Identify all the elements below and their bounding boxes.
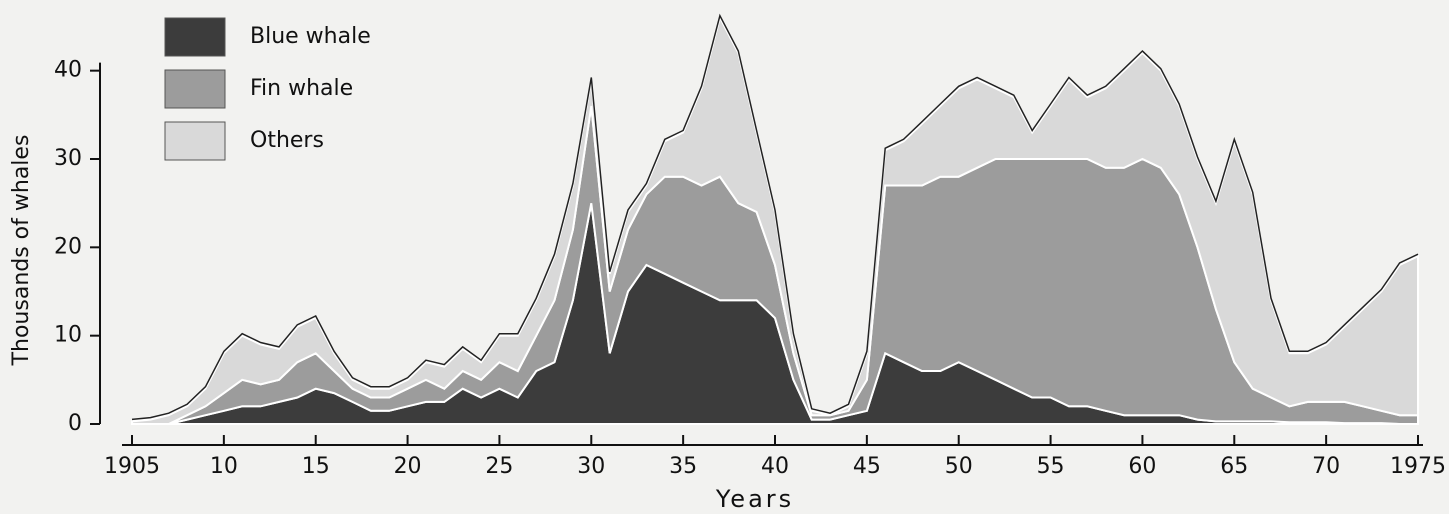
x-tick-label: 15 <box>302 454 330 479</box>
legend-label: Fin whale <box>250 76 353 101</box>
x-tick-label: 60 <box>1128 454 1156 479</box>
x-tick-label: 65 <box>1220 454 1248 479</box>
x-tick-label: 45 <box>853 454 881 479</box>
x-tick-label: 20 <box>394 454 422 479</box>
legend-swatch <box>164 17 226 57</box>
y-tick-label: 20 <box>54 234 82 259</box>
y-tick-label: 30 <box>54 146 82 171</box>
y-tick-label: 0 <box>68 411 82 436</box>
x-tick-label: 35 <box>669 454 697 479</box>
x-tick-label: 50 <box>945 454 973 479</box>
y-axis-label: Thousands of whales <box>9 135 34 367</box>
y-tick-label: 10 <box>54 323 82 348</box>
x-tick-label: 25 <box>485 454 513 479</box>
legend-swatch <box>164 121 226 161</box>
outline <box>131 13 1419 421</box>
legend-swatch <box>164 69 226 109</box>
x-tick-label: 1905 <box>104 454 160 479</box>
y-tick-label: 40 <box>54 58 82 83</box>
x-tick-label: 10 <box>210 454 238 479</box>
x-tick-label: 70 <box>1312 454 1340 479</box>
legend-label: Others <box>250 128 324 153</box>
legend-label: Blue whale <box>250 24 371 49</box>
x-tick-label: 55 <box>1037 454 1065 479</box>
x-tick-label: 30 <box>577 454 605 479</box>
x-tick-label: 40 <box>761 454 789 479</box>
x-tick-label: 1975 <box>1390 454 1446 479</box>
x-axis-label: Years <box>715 485 794 513</box>
